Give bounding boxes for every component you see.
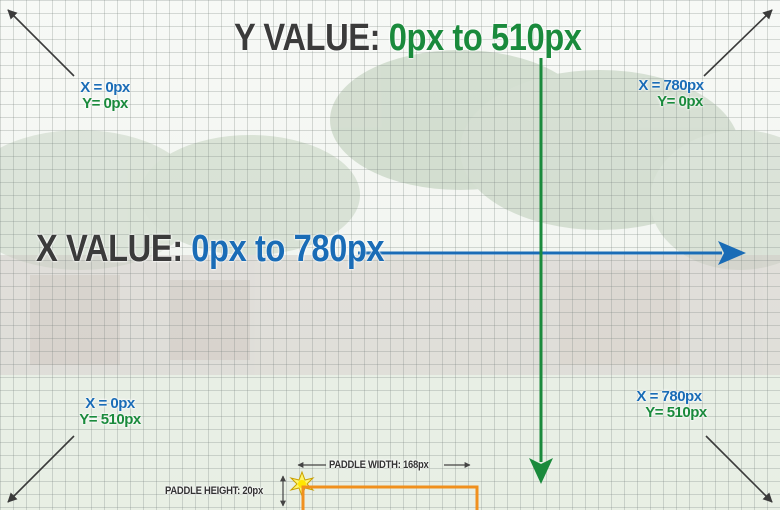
- corner-bottom-right-x: X = 780px: [636, 388, 702, 405]
- paddle-height-label: PADDLE HEIGHT: 20px: [165, 485, 263, 497]
- corner-bottom-left-y: Y= 510px: [79, 411, 141, 428]
- paddle-width-label: PADDLE WIDTH: 168px: [329, 459, 429, 471]
- paddle: [301, 485, 479, 510]
- corner-arrow-top-left: [7, 9, 75, 77]
- x-axis-arrow: [358, 241, 746, 265]
- corner-top-right-y: Y= 0px: [657, 93, 703, 110]
- y-axis-arrow: [529, 58, 553, 484]
- x-value-prefix: X VALUE:: [36, 228, 183, 270]
- corner-bottom-left-x: X = 0px: [85, 395, 135, 412]
- y-value-range: 0px to 510px: [388, 17, 582, 59]
- x-value-title: X VALUE: 0px to 780px: [36, 228, 385, 270]
- corner-label-bottom-left: X = 0px Y= 510px: [70, 396, 150, 428]
- house: [0, 255, 780, 375]
- x-value-range: 0px to 780px: [191, 228, 385, 270]
- corner-arrow-bottom-left: [7, 435, 75, 503]
- y-value-title: Y VALUE: 0px to 510px: [234, 18, 582, 58]
- y-value-prefix: Y VALUE:: [234, 17, 381, 59]
- corner-label-top-left: X = 0px Y= 0px: [74, 80, 136, 112]
- corner-arrow-top-right: [703, 9, 773, 77]
- corner-bottom-right-y: Y= 510px: [645, 404, 707, 421]
- corner-label-top-right: X = 780px Y= 0px: [626, 78, 716, 110]
- corner-top-left-x: X = 0px: [80, 79, 130, 96]
- trees: [0, 50, 780, 270]
- corner-label-bottom-right: X = 780px Y= 510px: [624, 389, 714, 421]
- corner-arrow-bottom-right: [705, 435, 773, 503]
- corner-top-right-x: X = 780px: [638, 77, 704, 94]
- corner-top-left-y: Y= 0px: [82, 95, 128, 112]
